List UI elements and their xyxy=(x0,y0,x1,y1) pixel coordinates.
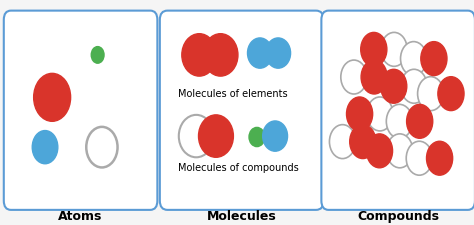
Circle shape xyxy=(386,104,412,138)
FancyBboxPatch shape xyxy=(160,11,324,210)
FancyBboxPatch shape xyxy=(321,11,474,210)
Circle shape xyxy=(387,134,413,168)
Text: Molecules: Molecules xyxy=(207,210,277,223)
Text: Compounds: Compounds xyxy=(357,210,439,223)
Circle shape xyxy=(86,127,118,167)
Circle shape xyxy=(421,42,447,76)
FancyBboxPatch shape xyxy=(4,11,157,210)
Circle shape xyxy=(199,115,233,157)
Circle shape xyxy=(381,32,407,66)
Circle shape xyxy=(381,69,407,103)
Text: Molecules of compounds: Molecules of compounds xyxy=(178,163,299,173)
Circle shape xyxy=(249,127,265,147)
Circle shape xyxy=(91,47,104,63)
Circle shape xyxy=(34,73,71,121)
Text: Molecules of elements: Molecules of elements xyxy=(178,89,288,99)
Circle shape xyxy=(438,77,464,111)
Circle shape xyxy=(401,42,427,76)
Circle shape xyxy=(427,141,453,175)
Circle shape xyxy=(32,130,58,164)
Circle shape xyxy=(329,125,356,159)
Circle shape xyxy=(361,60,387,94)
Circle shape xyxy=(341,60,367,94)
Circle shape xyxy=(346,97,373,131)
Circle shape xyxy=(401,69,427,103)
Circle shape xyxy=(367,97,393,131)
Circle shape xyxy=(263,121,288,151)
Circle shape xyxy=(418,77,444,111)
Circle shape xyxy=(366,134,392,168)
Circle shape xyxy=(179,115,214,157)
Circle shape xyxy=(350,125,376,159)
Circle shape xyxy=(203,34,238,76)
Circle shape xyxy=(361,32,387,66)
Circle shape xyxy=(247,38,273,68)
Circle shape xyxy=(406,141,432,175)
Text: Atoms: Atoms xyxy=(58,210,103,223)
Circle shape xyxy=(407,104,433,138)
Circle shape xyxy=(182,34,217,76)
Circle shape xyxy=(266,38,291,68)
